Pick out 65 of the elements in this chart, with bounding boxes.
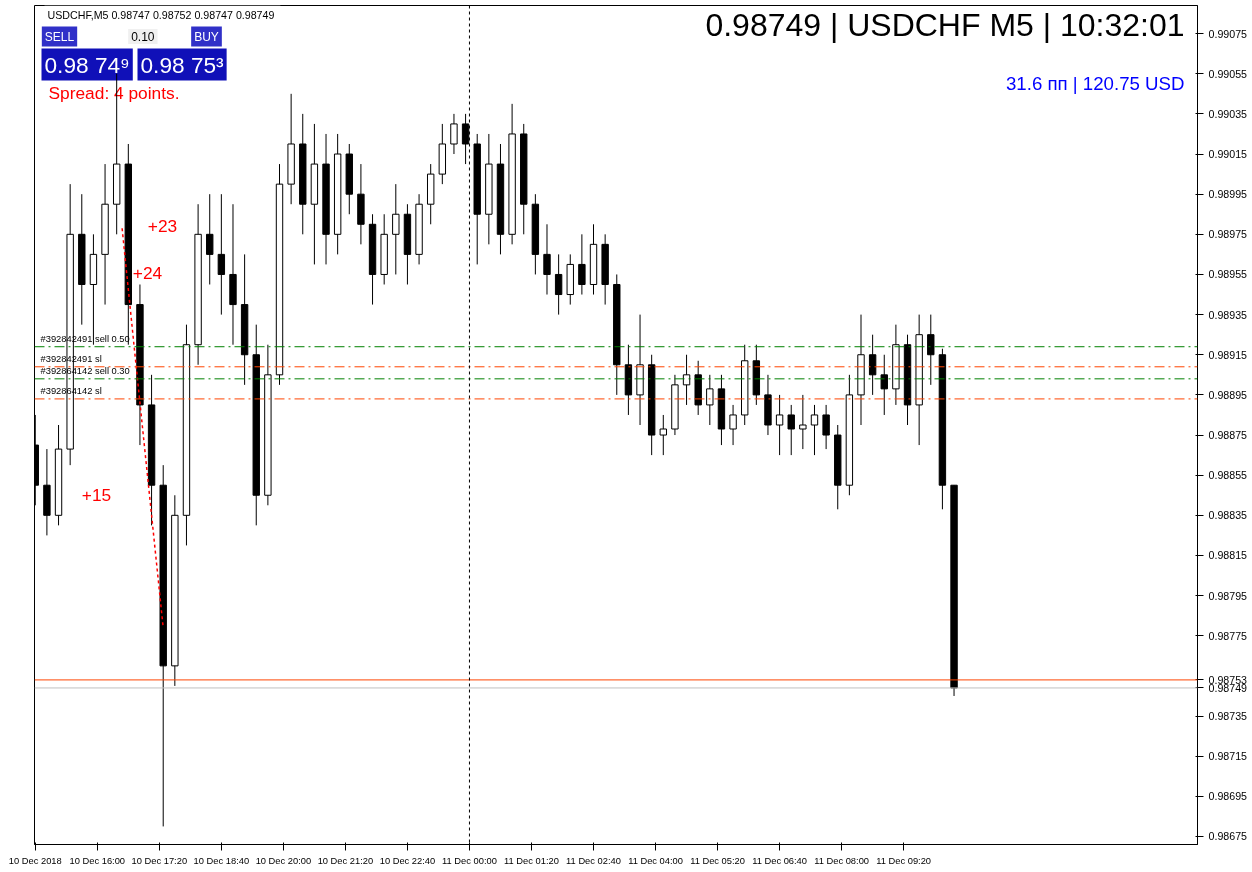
- y-tick-label: 0.98935: [1208, 308, 1248, 321]
- candlestick: [206, 193, 214, 285]
- candlestick: [450, 113, 458, 155]
- x-tick-label: 10 Dec 20:00: [255, 855, 312, 866]
- candlestick: [729, 404, 737, 446]
- candlestick: [868, 334, 877, 396]
- candlestick: [659, 414, 667, 456]
- candlestick: [810, 404, 819, 456]
- text: 31.6 пп | 120.75 USD: [1005, 73, 1185, 94]
- x-tick-label: 11 Dec 05:20: [690, 855, 745, 866]
- y-tick-label: 0.98975: [1208, 228, 1248, 241]
- candlestick: [799, 394, 807, 450]
- y-tick-label: 0.98695: [1208, 790, 1248, 803]
- x-tick-label: 10 Dec 2018: [8, 855, 62, 866]
- annotation: 0.98 75³: [140, 51, 225, 78]
- x-tick-label: 11 Dec 08:00: [814, 855, 870, 866]
- candlestick: [682, 354, 691, 406]
- y-tick-label: 0.99055: [1208, 67, 1248, 80]
- annotation: +24: [132, 262, 163, 283]
- y-tick-label: 0.98675: [1208, 830, 1248, 843]
- annotation: +23: [147, 215, 178, 236]
- annotation: BUY: [194, 29, 219, 44]
- candlestick: [822, 404, 830, 450]
- y-tick-label: 0.98855: [1208, 469, 1248, 482]
- y-tick-label: 0.98715: [1208, 750, 1248, 763]
- x-tick-label: 11 Dec 02:40: [566, 855, 621, 866]
- y-tick-label: 0.98875: [1208, 429, 1248, 442]
- y-tick-label: 0.98835: [1208, 509, 1248, 522]
- chart-title: 0.98749 | USDCHF M5 | 10:32:01: [705, 6, 1185, 43]
- y-tick-label: 0.98775: [1208, 629, 1248, 642]
- x-tick-label: 10 Dec 21:20: [317, 855, 374, 866]
- x-tick-label: 10 Dec 22:40: [379, 855, 436, 866]
- x-tick-label: 11 Dec 01:20: [504, 855, 559, 866]
- y-tick-label: 0.98995: [1208, 188, 1248, 201]
- x-tick-label: 11 Dec 06:40: [752, 855, 808, 866]
- x-tick-label: 11 Dec 04:00: [628, 855, 683, 866]
- annotation: SELL: [44, 29, 75, 44]
- candlestick: [927, 314, 935, 386]
- y-tick-label: 0.99035: [1208, 107, 1248, 120]
- x-tick-label: 10 Dec 16:00: [69, 855, 126, 866]
- x-tick-label: 10 Dec 18:40: [193, 855, 250, 866]
- y-tick-label: 0.98735: [1208, 710, 1248, 723]
- annotation: 0.10: [131, 30, 155, 44]
- candlestick: [554, 253, 563, 316]
- candlestick: [543, 223, 551, 296]
- x-tick-label: 11 Dec 00:00: [442, 855, 497, 866]
- candlestick: [775, 394, 784, 456]
- candlestick: [392, 183, 400, 275]
- y-tick-label: 0.98955: [1208, 268, 1248, 281]
- candlestick: [217, 193, 226, 316]
- y-tick-label: 0.99015: [1208, 148, 1248, 161]
- annotation: 0.98 74⁹: [44, 51, 130, 78]
- candlestick: [578, 233, 586, 296]
- annotation: +15: [81, 484, 112, 505]
- annotation: USDCHF,M5 0.98747 0.98752 0.98747 0.98749: [47, 8, 275, 21]
- x-tick-label: 11 Dec 09:20: [876, 855, 932, 866]
- candlestick: [880, 354, 888, 416]
- candlestick: [787, 404, 795, 456]
- y-tick-label: 0.98895: [1208, 388, 1248, 401]
- y-tick-label: 0.99075: [1208, 27, 1248, 40]
- y-tick-label: 0.98795: [1208, 589, 1248, 602]
- candlestick: [706, 374, 714, 426]
- y-tick-label: 0.98915: [1208, 348, 1248, 361]
- x-tick-label: 10 Dec 17:20: [131, 855, 188, 866]
- y-tick-label: 0.98815: [1208, 549, 1248, 562]
